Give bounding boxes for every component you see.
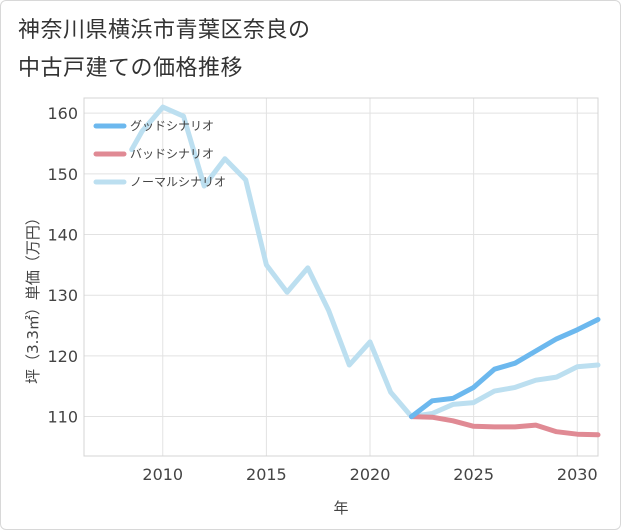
y-tick-label: 150 [47,165,78,184]
y-tick-label: 160 [47,104,78,123]
series-line-2 [409,414,601,438]
grid-lines [84,98,598,456]
y-tick-label: 120 [47,347,78,366]
y-tick-label: 110 [47,408,78,427]
legend-label-3: ノーマルシナリオ [130,175,226,189]
x-axis-title: 年 [333,499,348,517]
plot-area-border [83,97,599,457]
y-tick-label: 140 [47,226,78,245]
x-tick-label: 2010 [142,465,183,484]
x-tick-label: 2025 [453,465,494,484]
chart-title-line-2: 中古戸建ての価格推移 [18,56,244,81]
x-tick-labels: 2010 2015 2020 2025 2030 [142,465,597,484]
x-tick-label: 2030 [557,465,598,484]
chart-title: 神奈川県横浜市青葉区奈良の 中古戸建ての価格推移 [18,12,578,88]
chart-title-line-1: 神奈川県横浜市青葉区奈良の [18,18,311,43]
y-tick-labels: 110 120 130 140 150 160 [47,104,78,426]
series-line-1 [409,317,601,420]
legend-label-1: グッドシナリオ [130,119,214,133]
y-axis-title: 坪（3.3㎡）単価（万円） [24,210,42,384]
series-lines [129,104,601,438]
x-tick-label: 2020 [350,465,391,484]
x-tick-label: 2015 [246,465,287,484]
y-tick-label: 130 [47,286,78,305]
legend-label-2: バッドシナリオ [130,147,214,161]
series-line-3 [129,104,601,420]
